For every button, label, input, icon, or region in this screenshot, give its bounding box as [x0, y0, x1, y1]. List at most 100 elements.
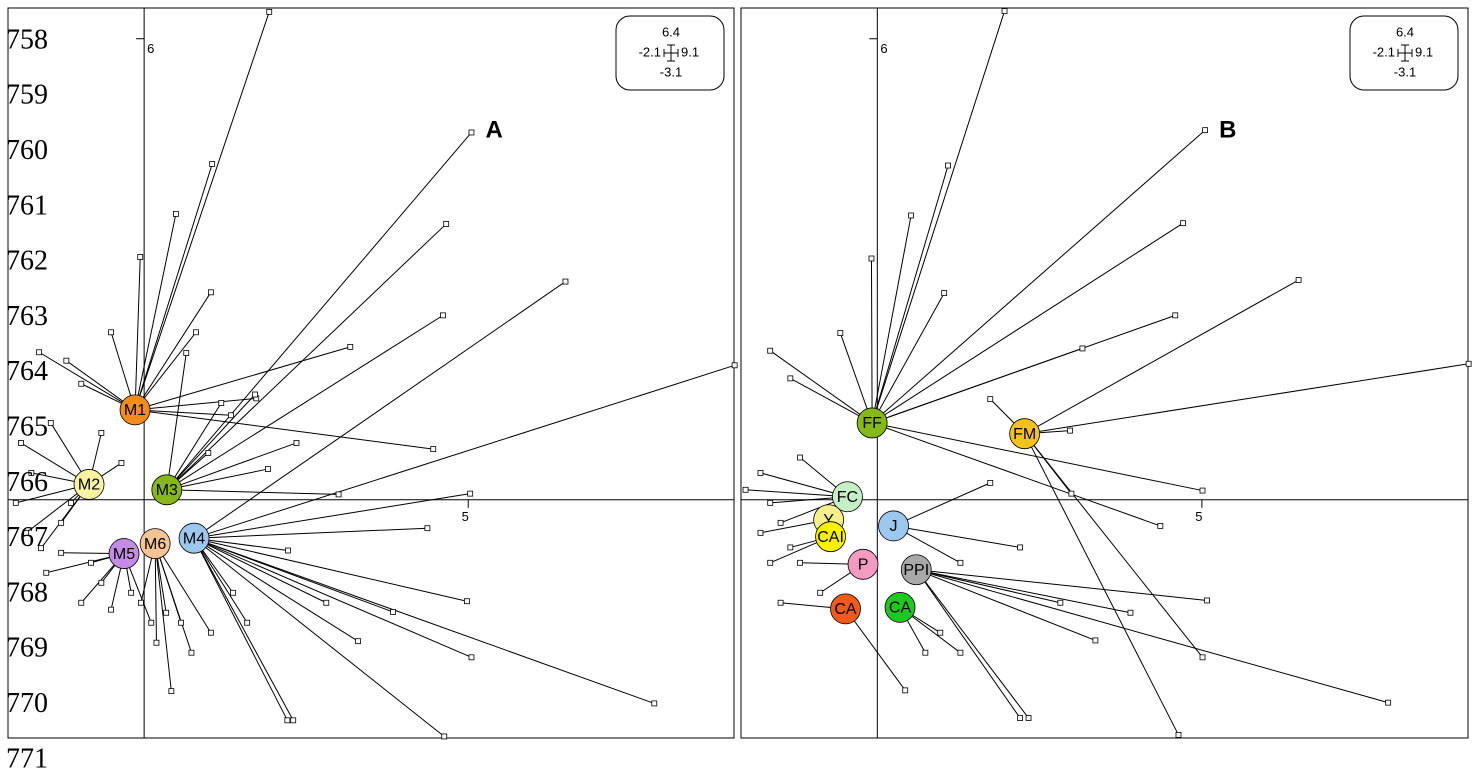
point: [1199, 654, 1206, 661]
centroid: [119, 394, 151, 426]
point: [937, 629, 944, 636]
point: [922, 649, 929, 656]
point: [67, 499, 74, 506]
point: [172, 211, 179, 217]
link: [193, 537, 248, 624]
link: [893, 482, 991, 527]
link: [193, 537, 288, 721]
centroid: [108, 538, 140, 569]
point: [218, 400, 225, 406]
point: [230, 589, 236, 596]
point: [252, 391, 258, 398]
link: [166, 352, 187, 490]
line-number: 765: [6, 412, 48, 443]
link: [154, 543, 157, 643]
point: [443, 221, 450, 227]
line-number: 767: [6, 522, 48, 553]
point: [18, 440, 24, 446]
point: [908, 212, 914, 219]
link: [871, 215, 912, 424]
point: [1204, 597, 1210, 604]
link: [38, 351, 136, 411]
point: [390, 609, 396, 615]
link: [916, 569, 1131, 614]
point: [293, 440, 300, 446]
centroid-label: FM: [1013, 426, 1036, 443]
centroid-label: M4: [183, 530, 205, 547]
centroid-label: M1: [124, 402, 146, 419]
point: [1057, 599, 1064, 606]
scale-bottom: -3.1: [660, 64, 682, 79]
line-number: 763: [6, 301, 48, 332]
y-tick-label: 6: [147, 41, 154, 56]
line-number: 769: [6, 633, 48, 664]
point: [1017, 544, 1024, 551]
link: [1024, 279, 1299, 435]
link: [134, 163, 213, 411]
x-tick-label: 5: [462, 509, 469, 524]
link: [134, 331, 197, 411]
link: [871, 129, 1206, 424]
centroid: [178, 522, 210, 554]
point: [178, 619, 184, 626]
point: [244, 619, 251, 626]
line-number: 771: [6, 743, 48, 771]
line-number: 764: [6, 356, 48, 387]
point: [1180, 220, 1186, 227]
link: [194, 527, 428, 539]
link: [193, 537, 445, 737]
point: [468, 654, 475, 661]
point: [1127, 609, 1134, 616]
point: [228, 412, 234, 419]
centroid: [1009, 418, 1041, 450]
panel-label: A: [485, 116, 502, 143]
point: [1199, 487, 1206, 494]
y-tick-label: 6: [880, 41, 887, 56]
point: [28, 469, 35, 476]
link: [870, 258, 873, 423]
point: [183, 350, 190, 356]
link: [193, 537, 472, 658]
point: [118, 460, 125, 466]
point: [148, 619, 155, 626]
point: [1067, 427, 1073, 434]
scale-right: 9.1: [681, 44, 699, 59]
point: [1465, 360, 1472, 367]
point: [168, 688, 175, 695]
centroid-label: J: [890, 518, 898, 535]
link: [193, 364, 735, 539]
point: [88, 559, 94, 566]
point: [787, 375, 794, 382]
centroid: [847, 548, 879, 580]
link: [154, 543, 172, 692]
link: [166, 132, 472, 491]
point: [335, 491, 342, 498]
link: [871, 292, 945, 424]
panel-frame: [7, 7, 735, 739]
point: [742, 486, 749, 493]
centroid: [884, 591, 916, 623]
scale-right: 9.1: [1415, 44, 1433, 59]
centroid: [900, 554, 932, 586]
point: [193, 329, 199, 336]
centroid-label: M2: [78, 477, 100, 494]
centroid-label: CA: [834, 601, 857, 618]
scale-bottom: -3.1: [1394, 64, 1416, 79]
point: [153, 639, 160, 646]
point: [1068, 490, 1075, 497]
link: [839, 332, 873, 424]
point: [290, 717, 297, 724]
point: [430, 446, 437, 452]
point: [38, 545, 44, 552]
link: [871, 422, 1161, 527]
point: [562, 278, 569, 285]
point: [787, 544, 794, 551]
link: [915, 569, 1021, 719]
link: [790, 377, 873, 424]
point: [98, 579, 105, 586]
point: [108, 606, 114, 613]
centroid-label: PPI: [903, 562, 929, 579]
link: [134, 409, 434, 450]
link: [193, 537, 289, 552]
